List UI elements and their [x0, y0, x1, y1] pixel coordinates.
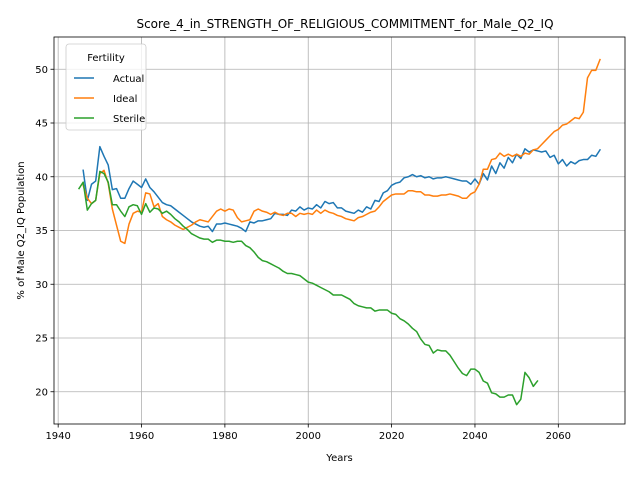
y-tick-label: 40 — [35, 172, 48, 183]
y-axis-label: % of Male Q2_IQ Population — [16, 161, 27, 299]
legend-title: Fertility — [87, 53, 125, 64]
x-axis: 1940 1960 1980 2000 2020 2040 2060 — [45, 424, 571, 442]
x-tick-label: 2060 — [546, 431, 571, 442]
legend: Fertility Actual Ideal Sterile — [65, 43, 147, 131]
chart-title: Score_4_in_STRENGTH_OF_RELIGIOUS_COMMITM… — [136, 17, 553, 31]
y-tick-label: 35 — [35, 226, 48, 237]
x-axis-label: Years — [325, 453, 352, 464]
series-line-sterile — [77, 170, 539, 406]
x-tick-label: 2040 — [462, 431, 487, 442]
series-line-ideal — [82, 58, 601, 245]
series-lines — [77, 58, 602, 406]
y-axis: 20 25 30 35 40 45 50 — [35, 65, 54, 398]
legend-label-actual: Actual — [113, 74, 144, 85]
x-tick-label: 2000 — [296, 431, 321, 442]
y-tick-label: 25 — [35, 334, 48, 345]
y-tick-label: 20 — [35, 387, 48, 398]
x-tick-label: 2020 — [379, 431, 404, 442]
y-tick-label: 50 — [35, 65, 48, 76]
legend-label-sterile: Sterile — [113, 114, 145, 125]
legend-box — [65, 43, 147, 131]
legend-label-ideal: Ideal — [113, 94, 137, 105]
x-tick-label: 1980 — [212, 431, 237, 442]
y-tick-label: 30 — [35, 280, 48, 291]
x-tick-label: 1960 — [129, 431, 154, 442]
y-tick-label: 45 — [35, 119, 48, 130]
series-line-actual — [82, 145, 602, 233]
grid — [54, 37, 625, 424]
x-tick-label: 1940 — [45, 431, 70, 442]
